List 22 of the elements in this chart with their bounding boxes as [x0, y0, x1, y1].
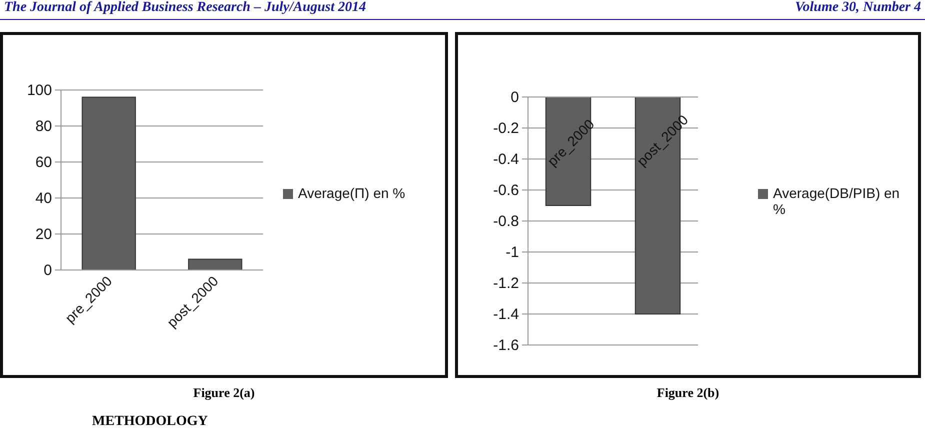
y-tick-label: -1.4 [493, 306, 519, 323]
text: Volume 30, Number 4 [794, 0, 921, 16]
y-tick-label: 0 [44, 262, 52, 279]
y-tick-label: -1.2 [493, 274, 519, 292]
text: Figure 2(b) [656, 385, 720, 401]
y-tick-label: -1 [506, 244, 519, 261]
legend-label: Average(Π) en % [298, 185, 406, 201]
y-tick-label: 40 [35, 190, 52, 207]
text: The Journal of Applied Business Research – July/August 2014 [4, 0, 366, 16]
y-tick-label: -0.8 [493, 212, 519, 230]
y-tick-label: 60 [35, 154, 52, 171]
y-tick-label: 100 [26, 82, 52, 99]
y-tick-label: -0.6 [493, 182, 519, 199]
y-tick-label: -1.6 [493, 336, 519, 354]
y-tick-label: 20 [35, 226, 52, 243]
legend-label: Average(DB/PIB) en % [773, 185, 901, 217]
y-tick-label: -0.2 [493, 120, 519, 137]
text: Figure 2(a) [192, 385, 256, 401]
text: METHODOLOGY [92, 414, 208, 430]
y-tick-label: -0.4 [493, 150, 519, 168]
y-tick-label: 0 [510, 88, 519, 106]
y-tick-label: 80 [35, 118, 52, 135]
